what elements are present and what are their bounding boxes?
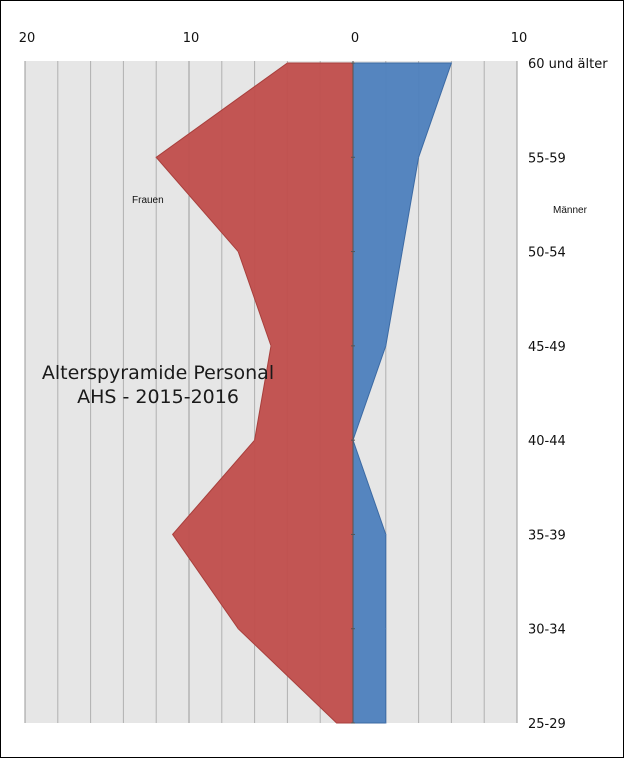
series-label-frauen: Frauen xyxy=(132,195,164,206)
data-point xyxy=(237,628,239,630)
chart-title: Alterspyramide Personal AHS - 2015-2016 xyxy=(42,362,274,408)
title-line-1: Alterspyramide Personal xyxy=(42,362,274,384)
data-point xyxy=(286,62,288,64)
x-tick-label: 0 xyxy=(351,31,359,46)
category-label: 50-54 xyxy=(528,246,566,261)
data-point xyxy=(385,345,387,347)
category-label: 25-29 xyxy=(528,717,566,732)
x-tick-label: 20 xyxy=(19,31,36,46)
data-point xyxy=(336,722,338,724)
category-label: 35-39 xyxy=(528,528,566,543)
x-axis-ticks: 20 10 0 10 xyxy=(19,31,528,46)
category-label: 60 und älter xyxy=(528,57,608,72)
data-point xyxy=(270,345,272,347)
data-point xyxy=(385,628,387,630)
category-label: 55-59 xyxy=(528,151,566,166)
series-labels: Frauen Männer xyxy=(132,195,588,216)
data-point xyxy=(254,439,256,441)
data-point xyxy=(418,156,420,158)
category-label: 45-49 xyxy=(528,340,566,355)
data-point xyxy=(385,533,387,535)
data-point xyxy=(385,722,387,724)
series-areas xyxy=(155,61,453,724)
x-tick-label: 10 xyxy=(183,31,200,46)
data-point xyxy=(172,533,174,535)
data-point xyxy=(155,156,157,158)
data-point xyxy=(401,251,403,253)
data-point xyxy=(237,251,239,253)
series-label-maenner: Männer xyxy=(553,205,588,216)
category-label: 30-34 xyxy=(528,623,566,638)
data-point xyxy=(450,62,452,64)
x-tick-label: 10 xyxy=(511,31,528,46)
category-labels: 25-29 30-34 35-39 40-44 45-49 50-54 55-59 60 un… xyxy=(528,57,608,732)
category-label: 40-44 xyxy=(528,434,566,449)
title-line-2: AHS - 2015-2016 xyxy=(77,386,239,408)
